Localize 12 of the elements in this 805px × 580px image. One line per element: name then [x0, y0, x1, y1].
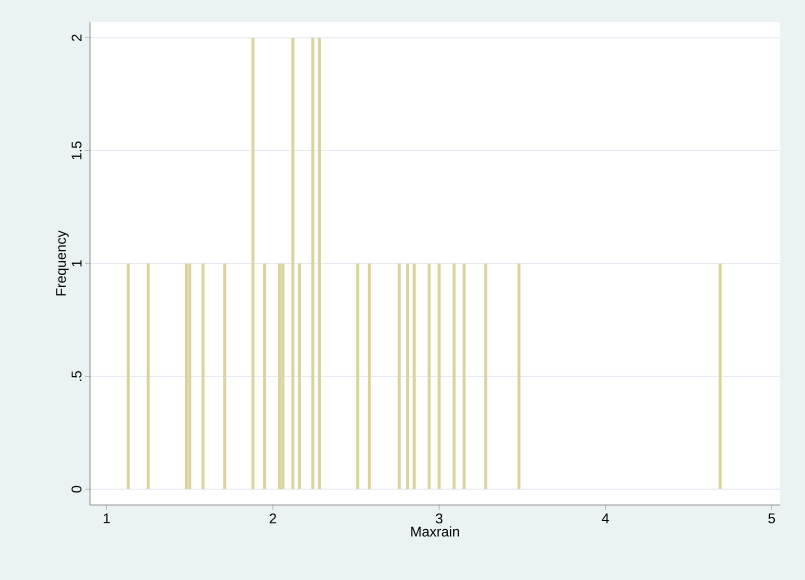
y-tick-label: 0	[72, 486, 82, 493]
x-axis-title: Maxrain	[411, 526, 459, 537]
y-tick-label: 1	[72, 260, 82, 266]
x-tick-label: 2	[270, 514, 276, 524]
y-axis-title: Frequency	[56, 230, 69, 296]
y-tick-label: .5	[72, 371, 82, 381]
y-tick-label: 1.5	[72, 141, 82, 160]
x-tick-label: 3	[436, 514, 442, 524]
x-tick-label: 5	[768, 514, 775, 524]
x-tick-label: 1	[104, 514, 110, 524]
x-tick-label: 4	[602, 514, 609, 524]
y-tick-label: 2	[72, 34, 82, 41]
